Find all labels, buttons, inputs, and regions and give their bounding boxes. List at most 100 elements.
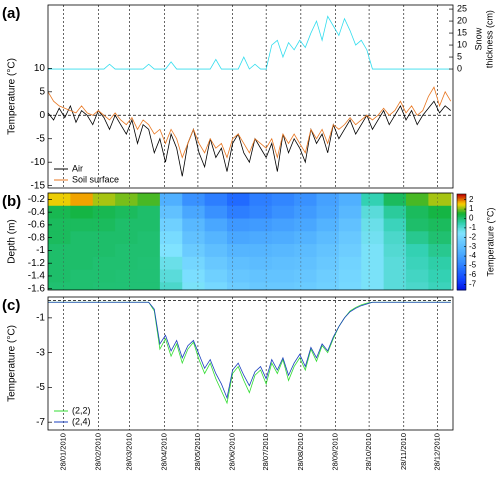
heat-cell [338,269,362,283]
colorbar-segment [457,237,466,240]
heat-cell [137,218,161,232]
heat-cell [249,269,273,283]
heat-cell [182,256,206,271]
heat-cell [159,205,183,220]
heat-cell [70,256,94,271]
y2-tick-label: 15 [457,27,467,37]
heat-cell [338,231,362,245]
heat-cell [227,282,250,290]
heat-cell [70,282,94,290]
y-axis-label: Temperature (°C) [7,325,18,402]
heat-cell [92,218,116,232]
y-tick-label: -15 [31,180,46,191]
y-tick-label: -1.4 [28,271,46,282]
heat-cell [406,282,429,290]
heat-cell [271,205,295,220]
heat-cell [115,244,139,258]
y2-tick-label: 5 [457,51,462,61]
y-tick-label: 0 [39,110,45,121]
x-tick-label: 28/01/2010 [59,433,68,471]
y-tick-label: -0.6 [28,220,46,231]
colorbar-segment [457,264,466,267]
heatmap [48,193,452,290]
heat-cell [383,205,407,220]
heat-cell [383,282,407,290]
colorbar-tick-label: -1 [469,223,477,232]
heat-cell [249,282,273,290]
heat-cell [316,269,340,283]
heat-cell [316,231,340,245]
heat-cell [115,193,139,207]
colorbar-segment [457,256,466,259]
heat-cell [92,205,116,220]
heat-cell [159,218,183,232]
heat-cell [92,244,116,258]
colorbar-segment [457,224,466,227]
colorbar-segment [457,269,466,272]
heat-cell [428,244,452,258]
colorbar-segment [457,250,466,253]
colorbar-segment [457,210,466,213]
colorbar-segment [457,267,466,270]
colorbar-segment [457,243,466,246]
colorbar-segment [457,253,466,256]
colorbar-segment [457,235,466,238]
heat-cell [338,256,362,271]
x-tick-label: 28/12/2010 [432,433,441,471]
y-tick-label: -0.8 [28,232,46,243]
heat-cell [316,205,340,220]
x-tick-label: 28/05/2010 [193,433,202,471]
colorbar-segment [457,242,466,245]
colorbar-tick-label: -3 [469,242,477,251]
heat-cell [316,244,340,258]
colorbar-tick-label: -7 [469,279,477,288]
heat-cell [406,256,429,271]
heat-cell [70,218,94,232]
heat-cell [361,231,385,245]
heat-cell [159,269,183,283]
colorbar-segment [457,221,466,224]
heat-cell [294,231,318,245]
y-tick-label: -10 [31,157,46,168]
y-tick-label: 5 [39,86,45,97]
y-tick-label: -0.2 [28,194,46,205]
x-tick-label: 28/08/2010 [296,433,305,471]
panel-label: (c) [2,297,20,314]
heat-cell [294,282,318,290]
series-line [47,86,452,160]
heat-cell [361,282,385,290]
legend-label: Air [72,163,83,173]
heat-cell [115,256,139,271]
heat-cell [406,231,429,245]
heat-cell [182,282,206,290]
heat-cell [249,193,273,207]
y-tick-label: -5 [36,133,45,144]
heat-cell [294,244,318,258]
colorbar-segment [457,229,466,232]
heat-cell [227,231,250,245]
x-tick-label: 28/03/2010 [125,433,134,471]
heat-cell [271,231,295,245]
heat-cell [204,205,228,220]
heat-cell [338,193,362,207]
heat-cell [227,256,250,271]
heat-cell [227,218,250,232]
heat-cell [70,193,94,207]
colorbar-segment [457,194,466,197]
heat-cell [249,256,273,271]
heat-cell [92,282,116,290]
heat-cell [204,218,228,232]
colorbar-segment [457,213,466,216]
heat-cell [338,205,362,220]
legend-label: (2,4) [72,416,91,426]
colorbar-segment [457,208,466,211]
y-tick-label: -1 [36,245,45,256]
heat-cell [406,205,429,220]
colorbar-segment [457,248,466,251]
y-tick-label: 10 [34,63,46,74]
colorbar-segment [457,286,466,289]
colorbar-segment [457,240,466,243]
heat-cell [271,269,295,283]
y-tick-label: -1 [36,313,45,324]
colorbar-segment [457,280,466,283]
